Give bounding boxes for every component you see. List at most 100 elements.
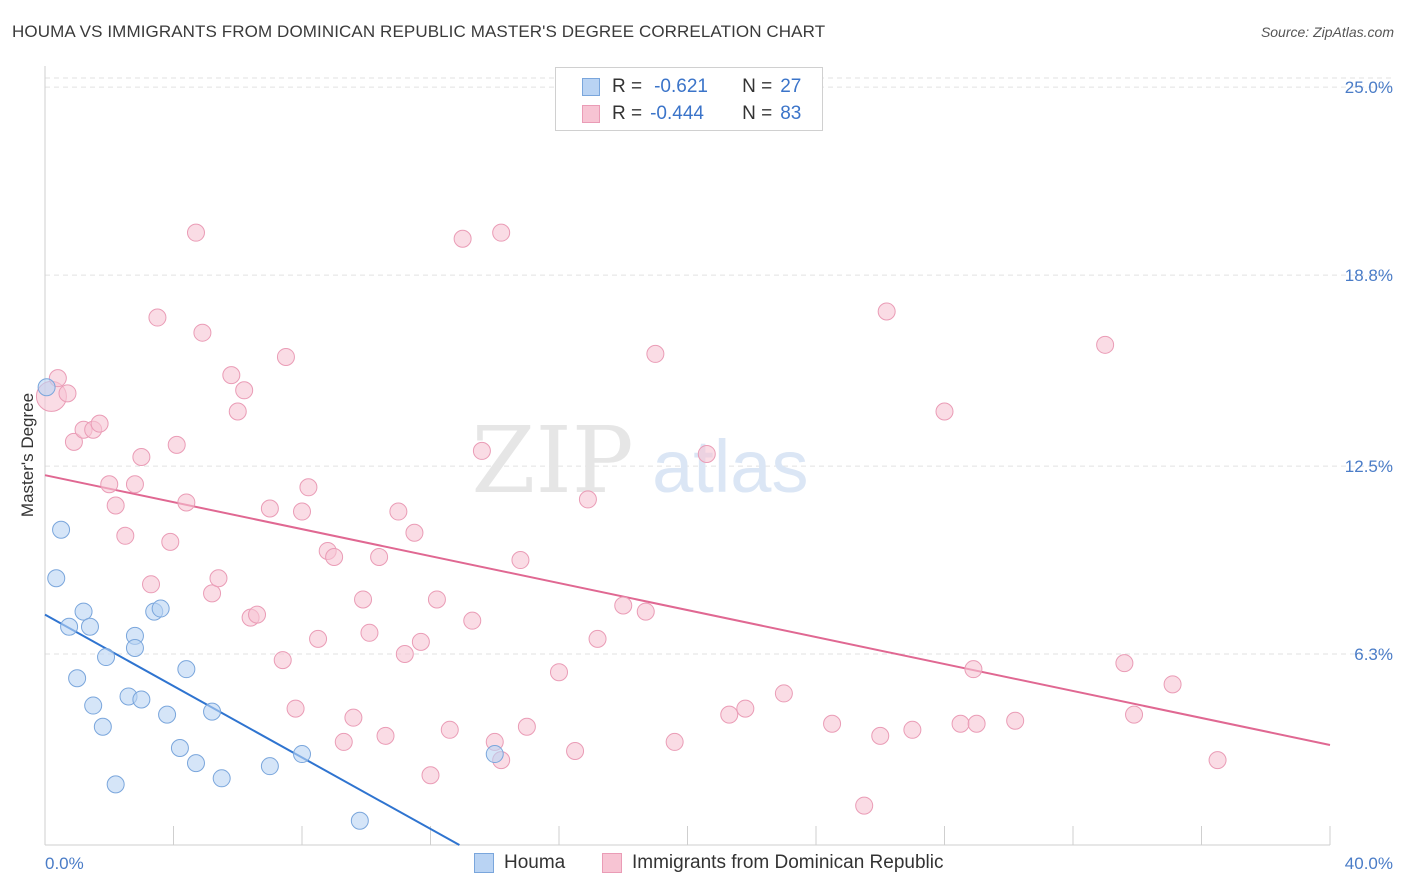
dominican-point [161,532,180,551]
dominican-point [1125,705,1144,724]
dominican-point [665,732,684,751]
dominican-point [492,223,511,242]
houma-point [186,754,205,773]
dominican-point [405,523,424,542]
dominican-point [325,548,344,567]
dominican-point [186,223,205,242]
legend-item-dominican[interactable]: Immigrants from Dominican Republic [602,852,944,874]
dominican-point [248,605,267,624]
dominican-point [440,720,459,739]
dominican-point [903,720,922,739]
dominican-point [100,475,119,494]
dominican-point [90,414,109,433]
y-tick-label: 12.5% [1345,457,1393,476]
dominican-point [964,660,983,679]
axes [44,66,1331,846]
dominican-r-value: -0.444 [650,103,704,124]
houma-point [97,648,116,667]
houma-point [47,569,66,588]
houma-point [84,696,103,715]
dominican-point [370,548,389,567]
houma-point [52,520,71,539]
houma-point [203,702,222,721]
dominican-point [421,766,440,785]
dominican-point [578,490,597,509]
dominican-point [395,645,414,664]
dominican-point [1208,751,1227,770]
houma-swatch [582,78,600,96]
correlation-legend: R = -0.621 N = 27 R = -0.444 N = 83 [555,67,823,131]
houma-point [125,638,144,657]
y-tick-label: 18.8% [1345,266,1393,285]
dominican-point [177,493,196,512]
dominican-point [1115,654,1134,673]
dominican-point [517,717,536,736]
houma-point [158,705,177,724]
dominican-point [871,726,890,745]
houma-point [151,599,170,618]
y-axis-label: Master's Degree [18,393,37,517]
houma-point [212,769,231,788]
legend-houma-swatch [474,853,494,873]
watermark-atlas: atlas [652,425,808,508]
dominican-point [203,584,222,603]
dominican-point [116,526,135,545]
houma-r-label: R = [612,76,643,97]
dominican-point [951,714,970,733]
dominican-point [636,602,655,621]
dominican-point [299,478,318,497]
legend-item-houma[interactable]: Houma [474,852,565,874]
houma-point [350,811,369,830]
dominican-point [148,308,167,327]
dominican-point [411,632,430,651]
houma-point [170,738,189,757]
dominican-point [273,651,292,670]
houma-point [132,690,151,709]
trend-lines [44,474,1331,846]
dominican-point [566,742,585,761]
dominican-point [697,444,716,463]
houma-point [37,378,56,397]
dominican-point [132,447,151,466]
dominican-point [235,381,254,400]
dominican-point [360,623,379,642]
dominican-point [260,499,279,518]
dominican-point [64,432,83,451]
dominican-point [142,575,161,594]
houma-n-label: N = [742,76,773,97]
dominican-point [614,596,633,615]
dominican-point [286,699,305,718]
houma-point [260,757,279,776]
grid-lines [45,77,1395,655]
dominican-trend-line [44,474,1331,746]
legend-row-dominican: R = -0.444 N = 83 [582,102,801,126]
chart-title: HOUMA VS IMMIGRANTS FROM DOMINICAN REPUB… [12,22,826,41]
houma-point [106,775,125,794]
dominican-point [453,229,472,248]
houma-point [80,617,99,636]
dominican-point [167,435,186,454]
dominican-point [935,402,954,421]
data-points [35,223,1227,830]
dominican-point [1006,711,1025,730]
houma-point [93,717,112,736]
dominican-point [193,323,212,342]
source-label: Source: ZipAtlas.com [1260,24,1394,40]
dominican-point [472,441,491,460]
dominican-point [855,796,874,815]
dominican-point [1163,675,1182,694]
dominican-point [228,402,247,421]
houma-point [68,669,87,688]
series-legend: Houma Immigrants from Dominican Republic [0,852,1406,878]
houma-point [293,745,311,764]
watermark-zip: ZIP [472,407,634,514]
legend-row-houma: R = -0.621 N = 27 [582,75,801,99]
y-tick-label: 25.0% [1345,78,1393,97]
dominican-point [125,475,144,494]
dominican-point [209,569,228,588]
dominican-point [823,714,842,733]
legend-dominican-label: Immigrants from Dominican Republic [632,852,944,873]
houma-point [177,660,196,679]
tick-labels: 6.3% 12.5% 18.8% 25.0% 0.0% 40.0% [45,78,1393,873]
